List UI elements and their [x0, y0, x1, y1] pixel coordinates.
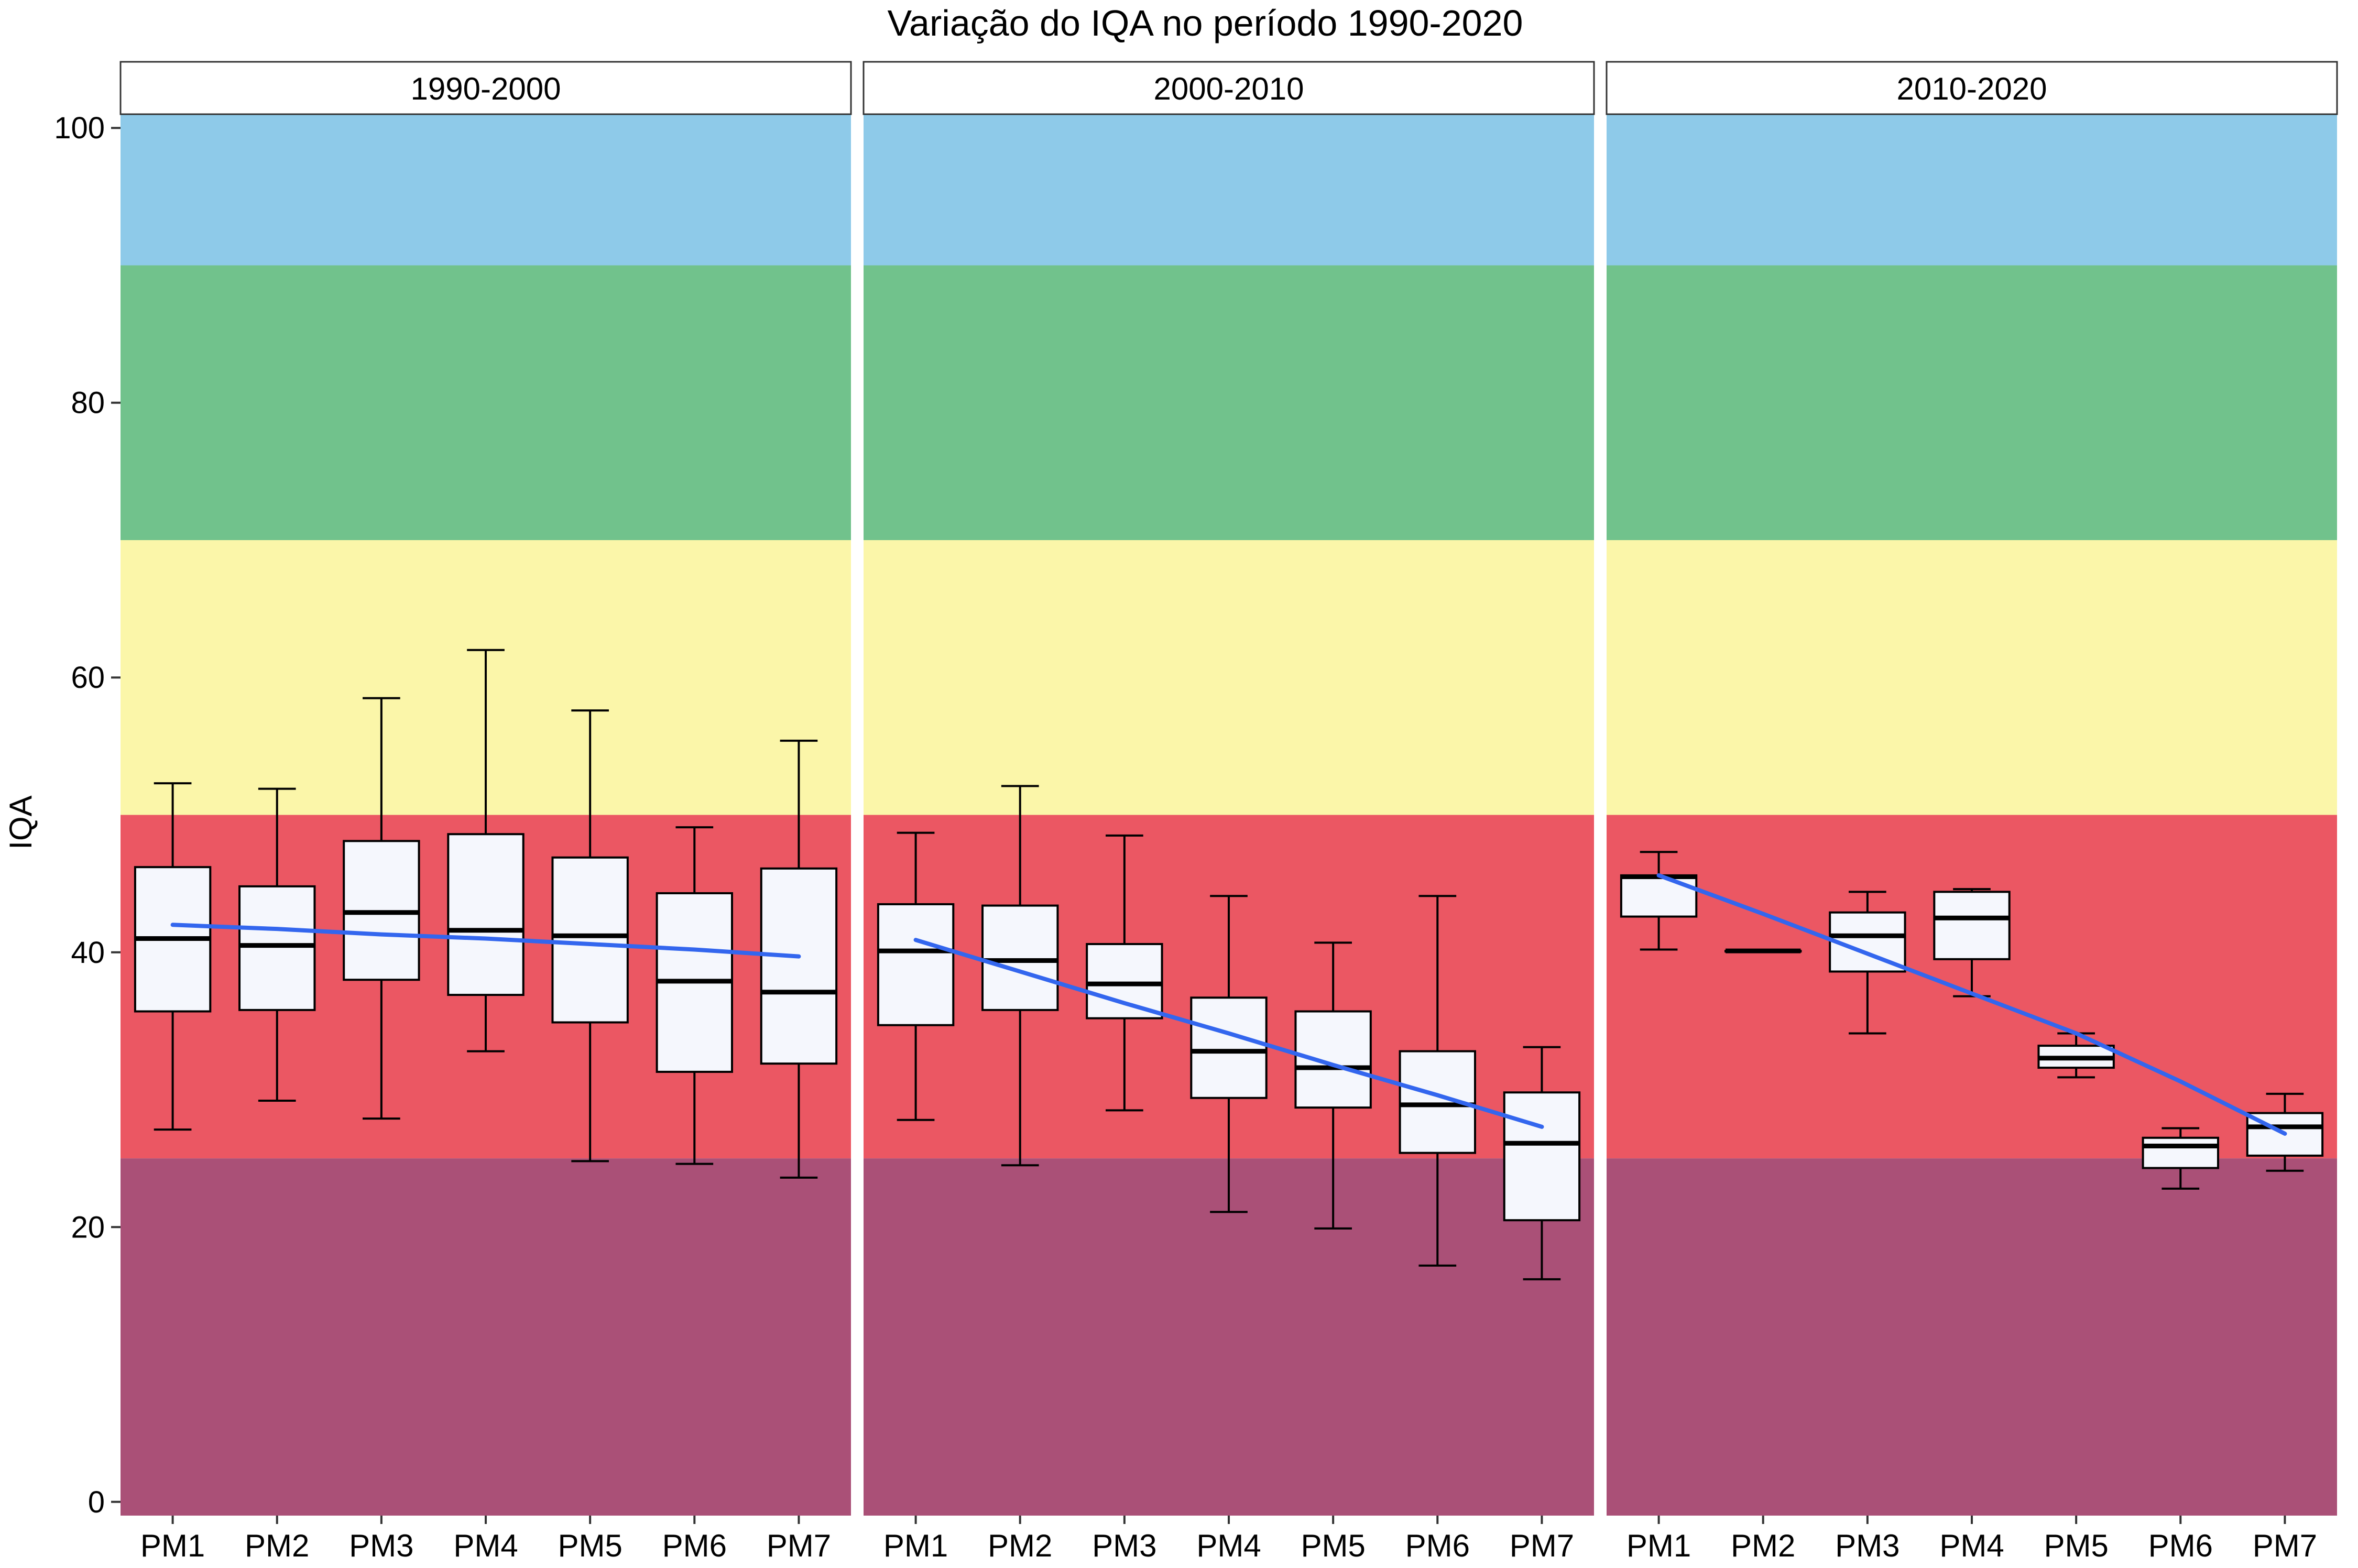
facet-strip: [863, 61, 1595, 115]
quality-band: [1607, 1158, 2337, 1516]
box-body: [877, 903, 955, 1026]
facet-strip: [1606, 61, 2338, 115]
quality-band: [864, 114, 1594, 266]
x-tick-label: PM4: [1939, 1528, 2004, 1563]
y-tick-label: 100: [54, 111, 105, 145]
x-tick-label: PM6: [2148, 1528, 2213, 1563]
x-tick-label: PM5: [2044, 1528, 2108, 1563]
box-body: [760, 867, 838, 1065]
x-tick-label: PM1: [883, 1528, 948, 1563]
facet-panels: 1990-2000 PM1 PM2 PM3 PM4 PM5 PM6 PM7 2000-2010 P…: [119, 61, 2338, 1563]
quality-band: [121, 265, 851, 540]
box-body: [447, 833, 525, 996]
x-tick-label: PM6: [662, 1528, 727, 1563]
box-body: [1086, 943, 1163, 1019]
x-tick-label: PM3: [1092, 1528, 1156, 1563]
facet-strip: [119, 61, 852, 115]
x-tick-label: PM2: [988, 1528, 1052, 1563]
y-tick-label: 80: [71, 386, 105, 420]
x-tick-label: PM6: [1405, 1528, 1470, 1563]
x-tick-label: PM1: [1626, 1528, 1691, 1563]
quality-band: [864, 540, 1594, 815]
y-tick-label: 20: [71, 1210, 105, 1244]
x-tick-label: PM3: [1835, 1528, 1900, 1563]
box-body: [1190, 996, 1268, 1099]
box-body: [981, 904, 1059, 1011]
box-body: [551, 856, 629, 1024]
facet-strip-label: 1990-2000: [411, 71, 561, 106]
x-tick-label: PM7: [2253, 1528, 2317, 1563]
x-tick-label: PM5: [558, 1528, 622, 1563]
y-tick-label: 60: [71, 661, 105, 695]
facet-strip-label: 2000-2010: [1154, 71, 1304, 106]
quality-band: [1607, 540, 2337, 815]
facet-panel: 2000-2010 PM1 PM2 PM3 PM4 PM5 PM6 PM7: [863, 61, 1595, 1563]
x-tick-label: PM2: [245, 1528, 309, 1563]
quality-band: [864, 265, 1594, 540]
x-tick-label: PM1: [140, 1528, 205, 1563]
trend-line: [170, 923, 801, 959]
trend-line: [1656, 873, 2287, 1136]
box-body: [1933, 891, 2011, 960]
box-body: [1294, 1010, 1372, 1109]
box-body: [1620, 874, 1698, 918]
facet-panel: 1990-2000 PM1 PM2 PM3 PM4 PM5 PM6 PM7: [119, 61, 852, 1563]
trend-line: [913, 938, 1544, 1129]
y-tick-label: 0: [88, 1485, 105, 1519]
quality-band: [864, 1158, 1594, 1516]
facet-panel: 2010-2020 PM1 PM2 PM3 PM4 PM5 PM6 PM7: [1606, 61, 2338, 1563]
x-tick-label: PM7: [1510, 1528, 1574, 1563]
x-tick-label: PM3: [349, 1528, 413, 1563]
x-tick-label: PM2: [1731, 1528, 1795, 1563]
chart-title: Variação do IQA no período 1990-2020: [888, 3, 1523, 43]
box-body: [238, 885, 316, 1011]
facet-strip-label: 2010-2020: [1897, 71, 2047, 106]
y-tick-label: 40: [71, 936, 105, 970]
y-axis-title: IQA: [3, 795, 38, 849]
x-tick-label: PM4: [1196, 1528, 1261, 1563]
box-body: [1503, 1091, 1581, 1222]
quality-band: [1607, 114, 2337, 266]
x-tick-label: PM7: [767, 1528, 831, 1563]
quality-band: [1607, 265, 2337, 540]
box-body: [2142, 1136, 2219, 1169]
x-tick-label: PM5: [1301, 1528, 1365, 1563]
y-axis: 0 20 40 60 80 100: [54, 111, 121, 1519]
quality-band: [121, 114, 851, 266]
quality-band: [121, 1158, 851, 1516]
x-tick-label: PM4: [453, 1528, 518, 1563]
